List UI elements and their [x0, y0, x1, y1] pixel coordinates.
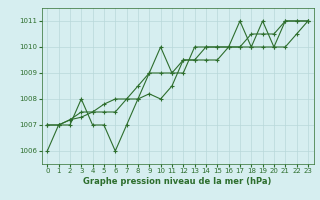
X-axis label: Graphe pression niveau de la mer (hPa): Graphe pression niveau de la mer (hPa)	[84, 177, 272, 186]
